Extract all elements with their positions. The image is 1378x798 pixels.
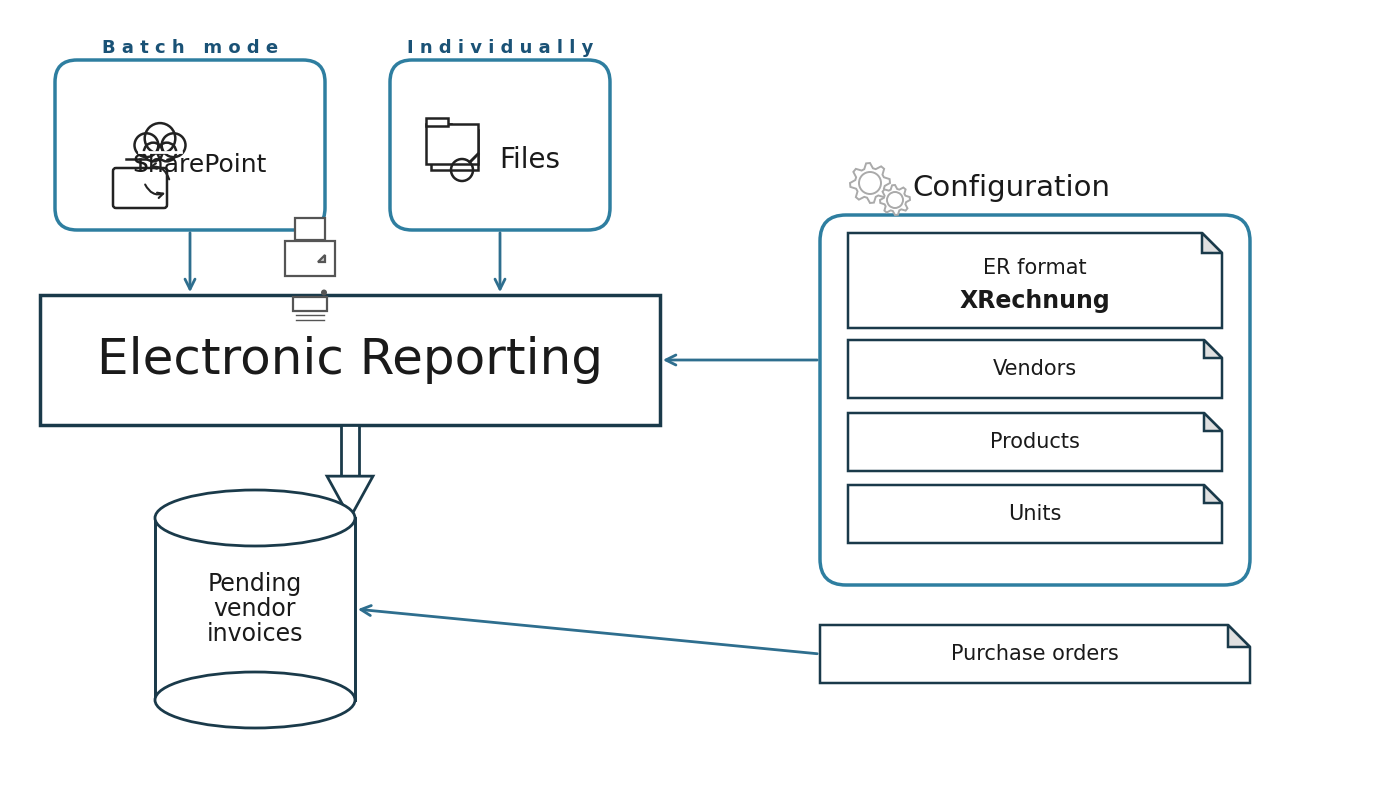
Polygon shape xyxy=(1202,233,1222,253)
Ellipse shape xyxy=(154,672,356,728)
Bar xyxy=(295,218,325,240)
Polygon shape xyxy=(1204,413,1222,431)
Polygon shape xyxy=(847,233,1222,328)
Polygon shape xyxy=(850,163,890,203)
Polygon shape xyxy=(318,255,325,262)
Text: Configuration: Configuration xyxy=(912,174,1111,202)
Bar xyxy=(431,130,478,170)
Text: Products: Products xyxy=(989,432,1080,452)
Bar xyxy=(426,124,478,164)
Text: Electronic Reporting: Electronic Reporting xyxy=(96,336,604,384)
FancyBboxPatch shape xyxy=(390,60,610,230)
Text: XRechnung: XRechnung xyxy=(959,289,1111,313)
Polygon shape xyxy=(847,485,1222,543)
Bar xyxy=(294,297,327,310)
Text: invoices: invoices xyxy=(207,622,303,646)
Text: Files: Files xyxy=(499,146,561,174)
Ellipse shape xyxy=(154,490,356,546)
Circle shape xyxy=(858,172,881,194)
Polygon shape xyxy=(847,340,1222,398)
Circle shape xyxy=(157,143,176,161)
FancyBboxPatch shape xyxy=(820,215,1250,585)
Polygon shape xyxy=(820,625,1250,683)
Circle shape xyxy=(143,143,163,161)
Text: Purchase orders: Purchase orders xyxy=(951,644,1119,664)
Text: B a t c h   m o d e: B a t c h m o d e xyxy=(102,39,278,57)
Polygon shape xyxy=(327,476,373,518)
FancyBboxPatch shape xyxy=(113,168,167,208)
FancyBboxPatch shape xyxy=(55,60,325,230)
Polygon shape xyxy=(1228,625,1250,647)
Bar xyxy=(426,118,448,126)
Bar xyxy=(431,124,451,132)
Polygon shape xyxy=(1204,340,1222,358)
Bar xyxy=(285,240,335,275)
Text: Vendors: Vendors xyxy=(994,359,1078,379)
Text: I n d i v i d u a l l y: I n d i v i d u a l l y xyxy=(407,39,593,57)
Polygon shape xyxy=(1204,485,1222,503)
Text: ER format: ER format xyxy=(983,258,1087,278)
Bar xyxy=(340,425,360,476)
Text: vendor: vendor xyxy=(214,597,296,621)
Polygon shape xyxy=(881,185,909,215)
Text: SharePoint: SharePoint xyxy=(132,153,267,177)
Circle shape xyxy=(887,192,903,208)
Text: Units: Units xyxy=(1009,504,1061,524)
Circle shape xyxy=(145,123,175,154)
Bar xyxy=(154,518,356,700)
Bar xyxy=(40,295,660,425)
Circle shape xyxy=(161,133,186,157)
Text: Pending: Pending xyxy=(208,572,302,596)
Circle shape xyxy=(321,290,327,295)
Polygon shape xyxy=(847,413,1222,471)
Circle shape xyxy=(135,133,158,157)
